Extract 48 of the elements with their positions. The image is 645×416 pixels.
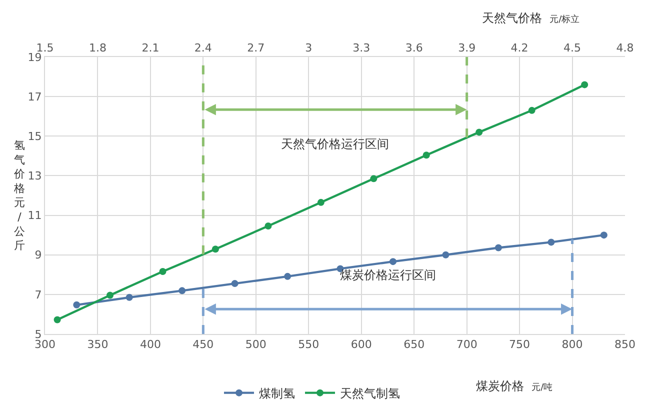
- point: [231, 280, 238, 288]
- x2-tick-label: 3.3: [352, 42, 370, 55]
- x-tick-label: 850: [614, 338, 636, 352]
- x-tick-label: 500: [245, 338, 266, 352]
- x-tick-label: 300: [34, 338, 56, 352]
- x2-tick-label: 2.4: [194, 42, 212, 55]
- x2-tick-label: 2.1: [142, 42, 160, 55]
- legend-label: 煤制氢: [259, 386, 295, 400]
- point: [600, 232, 608, 239]
- point: [178, 287, 186, 294]
- x2-tick-label: 2.7: [247, 42, 265, 55]
- x-tick-label: 350: [87, 338, 108, 352]
- annotation: 天然气价格运行区间: [281, 137, 389, 151]
- point: [284, 272, 292, 280]
- x-tick-label: 600: [350, 338, 372, 352]
- y-tick-label: 15: [28, 130, 42, 143]
- annotation: 煤炭价格运行区间: [340, 268, 436, 282]
- x2-tick-label: 3: [305, 42, 312, 55]
- y-tick-label: 9: [34, 248, 42, 262]
- x-axis-title: 煤炭价格 元/吨: [476, 379, 553, 393]
- y-tick-label: 11: [28, 209, 42, 222]
- y-tick-label: 5: [34, 328, 42, 341]
- legend-label: 天然气制氢: [340, 386, 400, 400]
- point: [126, 294, 133, 301]
- y-tick-label: 7: [34, 288, 42, 302]
- x-tick-label: 400: [140, 338, 161, 352]
- x2-tick-label: 4.2: [510, 42, 528, 55]
- x-tick-label: 800: [562, 338, 583, 352]
- x2-tick-label: 4.8: [616, 42, 634, 55]
- point: [390, 258, 396, 266]
- point: [442, 251, 450, 258]
- y-tick-label: 17: [28, 90, 42, 104]
- x-tick-label: 650: [404, 338, 425, 352]
- x2-tick-label: 1.8: [88, 42, 106, 55]
- y-tick-label: 19: [28, 50, 42, 64]
- x2-tick-label: 3.9: [458, 42, 476, 55]
- x-tick-label: 450: [192, 338, 214, 352]
- y-tick-label: 13: [28, 170, 42, 183]
- x-tick-label: 700: [456, 338, 478, 352]
- x2-tick-label: 4.5: [564, 42, 582, 55]
- x2-tick-label: 3.6: [405, 42, 423, 55]
- x-tick-label: 750: [509, 338, 530, 352]
- point: [548, 238, 555, 246]
- point: [494, 244, 502, 252]
- point: [73, 301, 80, 308]
- x-tick-label: 550: [298, 338, 320, 352]
- y-axis-title: 氢气价格元/公斤: [13, 139, 25, 252]
- x2-axis-title: 天然气价格 元/标立: [482, 11, 580, 25]
